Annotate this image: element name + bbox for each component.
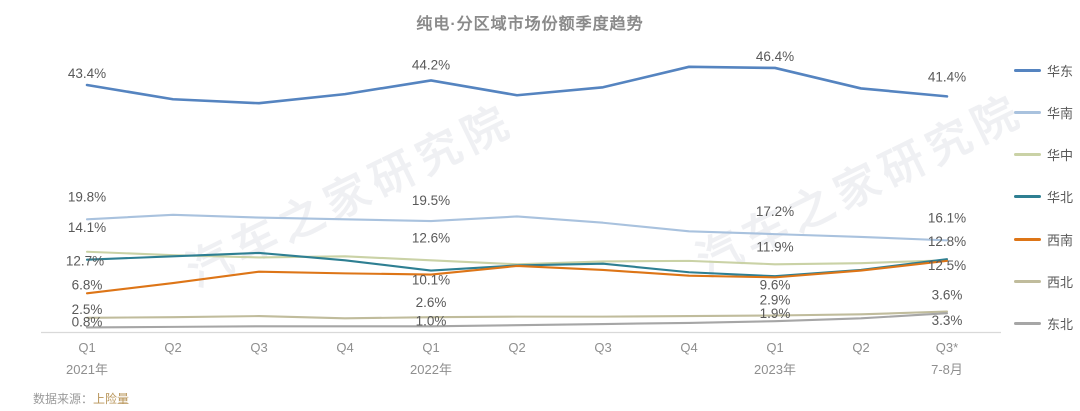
legend-item: 华中 — [1014, 145, 1073, 164]
legend-item: 西北 — [1014, 272, 1073, 291]
x-tick-label: Q1 — [78, 340, 95, 355]
legend-label: 华南 — [1047, 106, 1074, 122]
data-label: 2.5% — [72, 302, 103, 317]
series-line-1 — [85, 65, 949, 105]
x-tick-label: Q4 — [680, 340, 697, 355]
source-note: 数据来源：上险量 — [33, 390, 129, 407]
x-tick-label: Q3* — [936, 340, 958, 355]
data-label: 1.0% — [416, 313, 447, 328]
x-tick-label: Q2 — [852, 340, 869, 355]
legend-label: 华北 — [1047, 190, 1074, 206]
x-tick-label: Q2 — [508, 340, 525, 355]
series-line-3 — [85, 250, 949, 266]
x-year-label: 2022年 — [410, 362, 452, 377]
data-label: 19.5% — [412, 193, 450, 208]
data-label: 12.8% — [928, 234, 966, 249]
data-label: 6.8% — [72, 277, 103, 292]
data-label: 41.4% — [928, 69, 966, 84]
legend-item: 华东 — [1014, 61, 1073, 80]
data-label: 17.2% — [756, 204, 794, 219]
series-line-7 — [85, 312, 949, 329]
source-value: 上险量 — [93, 392, 130, 406]
data-label: 12.6% — [412, 230, 450, 245]
data-label: 9.6% — [760, 277, 791, 292]
legend-label: 华中 — [1047, 148, 1074, 164]
data-label: 43.4% — [68, 66, 106, 81]
series-line-5 — [85, 259, 949, 295]
legend-swatch — [1014, 153, 1041, 157]
x-year-label: 2021年 — [66, 362, 108, 377]
data-label: 0.8% — [72, 314, 103, 329]
legend-item: 华北 — [1014, 187, 1073, 206]
legend-label: 华东 — [1047, 64, 1074, 79]
legend-swatch — [1014, 69, 1041, 72]
data-label: 3.3% — [932, 313, 963, 328]
legend-item: 西南 — [1014, 230, 1073, 249]
chart-title: 纯电·分区域市场份额季度趋势 — [416, 16, 644, 33]
data-label: 46.4% — [756, 49, 794, 64]
x-tick-label: Q2 — [164, 340, 181, 355]
x-tick-label: Q3 — [594, 340, 611, 355]
x-year-label: 7-8月 — [931, 362, 963, 377]
x-tick-label: Q4 — [336, 340, 353, 355]
legend-label: 西南 — [1047, 232, 1074, 248]
legend-item: 东北 — [1014, 314, 1073, 333]
legend-label: 东北 — [1047, 316, 1074, 332]
data-label: 12.5% — [928, 258, 966, 273]
data-label: 2.9% — [760, 292, 791, 307]
data-label: 19.8% — [68, 189, 106, 204]
data-label: 16.1% — [928, 210, 966, 225]
x-tick-label: Q3 — [250, 340, 267, 355]
x-tick-label: Q1 — [766, 340, 783, 355]
x-year-label: 2023年 — [754, 362, 796, 377]
legend-swatch — [1014, 111, 1041, 115]
legend-swatch — [1014, 279, 1041, 283]
data-label: 14.1% — [68, 220, 106, 235]
legend-swatch — [1014, 237, 1041, 241]
data-label: 3.6% — [932, 288, 963, 303]
legend-swatch — [1014, 195, 1041, 199]
data-label: 2.6% — [416, 295, 447, 310]
data-label: 1.9% — [760, 306, 791, 321]
source-label: 数据来源： — [33, 392, 94, 406]
data-label: 12.7% — [66, 254, 104, 269]
legend: 华东华南华中华北西南西北东北 — [1014, 61, 1073, 333]
x-tick-label: Q1 — [422, 340, 439, 355]
data-label: 44.2% — [412, 57, 450, 72]
legend-swatch — [1014, 321, 1041, 325]
data-label: 10.1% — [412, 273, 450, 288]
legend-item: 华南 — [1014, 103, 1073, 122]
data-label: 11.9% — [756, 239, 793, 254]
series-line-6 — [85, 310, 949, 320]
series-line-2 — [85, 213, 949, 242]
legend-label: 西北 — [1047, 274, 1074, 290]
